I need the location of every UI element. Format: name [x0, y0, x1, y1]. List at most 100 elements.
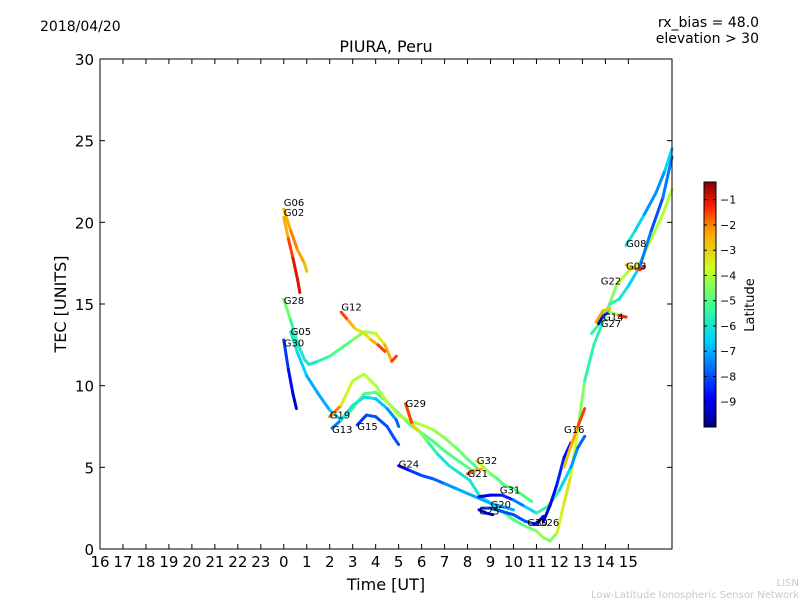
series-segment — [500, 509, 515, 517]
series-segment — [383, 343, 394, 363]
series-segment — [291, 256, 300, 281]
x-tick-label: 9 — [486, 553, 496, 571]
series-label: G05 — [291, 327, 311, 338]
colorbar-tick-label: −9 — [720, 396, 736, 409]
series-label: G08 — [626, 239, 646, 250]
series-segment — [484, 511, 495, 517]
series-segment — [624, 229, 637, 247]
series-segment — [495, 477, 506, 487]
series-segment — [534, 505, 550, 515]
series-segment — [420, 423, 435, 432]
series-segment — [454, 487, 470, 495]
y-axis-ticks: 0 5 10 15 20 25 30 — [75, 51, 672, 559]
x-tick-label: 10 — [504, 553, 523, 571]
series-segment — [289, 229, 300, 252]
series-segment — [291, 392, 298, 411]
series-segment — [289, 318, 300, 345]
series-segment — [454, 457, 470, 469]
elevation-label: elevation > 30 — [656, 31, 759, 47]
x-tick-label: 6 — [417, 553, 427, 571]
series-segment — [362, 330, 378, 335]
series-segment — [482, 465, 493, 476]
series-segment — [537, 514, 545, 523]
x-tick-label: 17 — [113, 553, 132, 571]
series-segment — [477, 496, 493, 505]
series-label: G16 — [564, 425, 584, 436]
colorbar-tick-label: −8 — [720, 370, 736, 383]
x-axis-label: Time [UT] — [346, 575, 425, 594]
series-segment — [617, 313, 628, 319]
series-g13 — [330, 395, 401, 430]
date-label: 2018/04/20 — [40, 19, 121, 35]
y-tick-label: 30 — [75, 51, 94, 69]
series-segment — [601, 307, 612, 313]
series-label: G28 — [284, 296, 304, 307]
series-segment — [633, 212, 646, 232]
chart-title: PIURA, Peru — [339, 37, 432, 56]
series-g16 — [562, 407, 587, 469]
series-segment — [328, 403, 343, 419]
series-segment — [466, 491, 481, 500]
y-tick-label: 20 — [75, 214, 94, 232]
watermark-lisn: LISN — [777, 578, 799, 589]
series-segment — [351, 395, 366, 407]
series-segment — [489, 506, 504, 513]
series-g03 — [624, 263, 646, 272]
series-segment — [555, 456, 566, 486]
colorbar-tick-label: −5 — [720, 295, 736, 308]
series-segment — [316, 354, 332, 363]
series-segment — [576, 407, 587, 428]
series-g14 — [596, 310, 628, 326]
series-segment — [569, 446, 580, 469]
series-segment — [477, 493, 493, 499]
series-segment — [404, 402, 414, 427]
y-axis-label: TEC [UNITS] — [51, 256, 70, 354]
series-g06 — [282, 207, 309, 273]
series-g27 — [594, 307, 612, 324]
series-segment — [286, 237, 295, 260]
series-layer — [282, 147, 674, 543]
series-label: G31 — [500, 485, 520, 496]
series-segment — [328, 346, 343, 358]
series-label: G25 — [479, 507, 499, 518]
series-g08 — [624, 147, 674, 247]
series-label: G26 — [539, 518, 559, 529]
x-tick-label: 7 — [440, 553, 450, 571]
series-segment — [638, 264, 646, 272]
series-segment — [661, 188, 674, 216]
series-segment — [443, 482, 458, 491]
series-segment — [351, 372, 366, 383]
series-segment — [431, 477, 447, 486]
series-segment — [523, 524, 538, 533]
series-label: G30 — [284, 338, 304, 349]
y-tick-label: 0 — [84, 541, 94, 559]
series-label: G32 — [477, 456, 497, 467]
series-label: G19 — [330, 410, 350, 421]
series-segment — [468, 478, 481, 497]
series-segment — [392, 436, 401, 446]
series-segment — [548, 482, 559, 507]
series-segment — [511, 498, 527, 509]
series-segment — [362, 331, 373, 342]
series-segment — [557, 465, 573, 492]
x-tick-label: 13 — [573, 553, 592, 571]
series-segment — [500, 505, 515, 512]
series-label: G03 — [626, 262, 646, 273]
series-segment — [500, 493, 515, 502]
series-g15 — [355, 413, 401, 446]
series-g28 — [282, 297, 398, 366]
series-segment — [296, 248, 306, 265]
series-segment — [475, 459, 486, 469]
x-tick-label: 11 — [527, 553, 546, 571]
series-label: G29 — [406, 399, 426, 410]
x-tick-label: 22 — [228, 553, 247, 571]
series-segment — [615, 269, 630, 286]
colorbar-label: Latitude — [743, 278, 758, 332]
series-segment — [346, 318, 357, 330]
x-tick-label: 4 — [371, 553, 381, 571]
x-tick-label: 0 — [279, 553, 289, 571]
series-segment — [376, 343, 387, 353]
series-label: G13 — [332, 425, 352, 436]
